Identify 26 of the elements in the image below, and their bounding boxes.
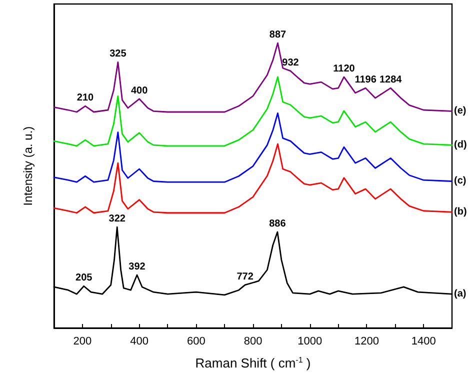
x-tick-label: 400 bbox=[130, 336, 148, 348]
annotation: 205 bbox=[76, 272, 93, 284]
annotation: 322 bbox=[108, 214, 126, 225]
series-label: (c) bbox=[454, 176, 466, 187]
series-label: (d) bbox=[454, 140, 467, 151]
series-label: (e) bbox=[454, 106, 466, 117]
series-label: (b) bbox=[454, 206, 467, 218]
annotation: 1120 bbox=[333, 63, 356, 74]
annotation: 887 bbox=[269, 30, 287, 41]
annotation: 325 bbox=[110, 48, 127, 60]
y-axis-title: Intensity (a. u.) bbox=[21, 126, 35, 206]
annotation: 1196 bbox=[354, 74, 377, 86]
x-tick-label: 600 bbox=[186, 336, 206, 348]
annotation: 932 bbox=[282, 57, 300, 68]
x-tick-label: 1000 bbox=[298, 336, 322, 348]
series-label: (a) bbox=[454, 288, 466, 300]
annotation: 886 bbox=[269, 218, 286, 230]
annotation: 392 bbox=[128, 261, 146, 272]
annotation: 1284 bbox=[379, 74, 402, 86]
annotation: 772 bbox=[236, 271, 254, 282]
annotation: 400 bbox=[130, 85, 148, 96]
x-tick-label: 1400 bbox=[411, 336, 436, 348]
x-tick-label: 800 bbox=[244, 336, 262, 348]
x-tick-label: 200 bbox=[73, 336, 92, 348]
annotation: 210 bbox=[76, 92, 94, 104]
x-tick-label: 1200 bbox=[354, 336, 379, 348]
